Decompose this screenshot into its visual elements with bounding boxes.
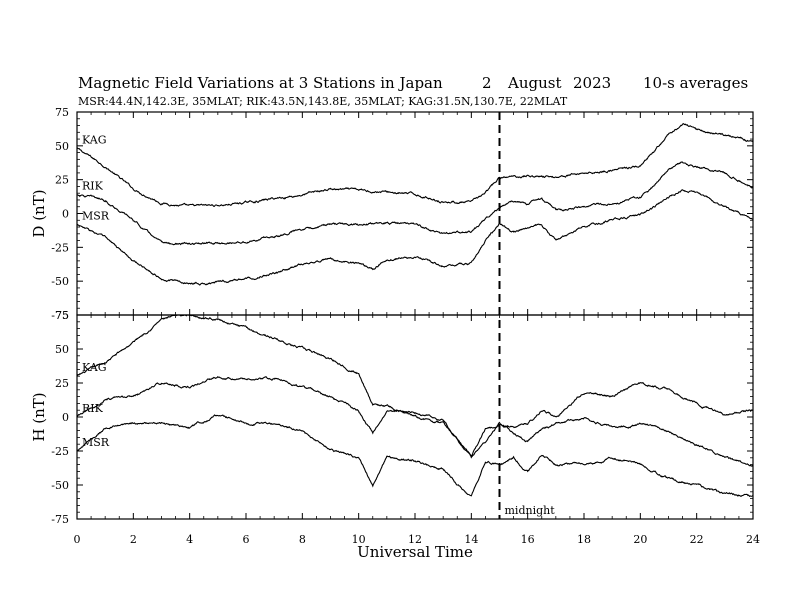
panel-frame-1 [76,314,754,520]
series-line-kag-h [76,314,753,458]
station-coordinates: MSR:44.4N,142.3E, 35MLAT; RIK:43.5N,143.… [78,95,568,108]
x-tick-label-12: 24 [746,533,760,546]
x-tick-label-7: 14 [464,533,478,546]
x-axis-label: Universal Time [357,543,473,561]
averaging-label: 10-s averages [643,74,748,92]
x-tick-label-10: 20 [633,533,647,546]
x-tick-label-9: 18 [577,533,591,546]
series-label-kag: KAG [82,134,107,147]
y-tick-label-1-1: 50 [55,343,69,356]
series-label-rik: RIK [82,180,104,193]
date-month: August [507,74,561,92]
y-axis-label-1: H (nT) [30,392,48,441]
y-tick-label-1-3: 0 [62,411,69,424]
x-tick-label-0: 0 [74,533,81,546]
y-tick-label-1-6: -75 [51,513,69,526]
y-tick-label-0-0: 75 [55,106,69,119]
y-tick-label-0-1: 50 [55,140,69,153]
series-label-msr: MSR [82,209,110,222]
series-line-rik-h [76,376,754,467]
y-tick-label-0-5: -50 [51,275,69,288]
y-tick-label-1-2: 25 [55,377,69,390]
series-label-kag: KAG [82,361,107,374]
x-tick-label-5: 10 [352,533,366,546]
x-tick-label-4: 8 [299,533,306,546]
y-tick-label-1-0: 75 [55,309,69,322]
x-tick-label-8: 16 [521,533,535,546]
y-axis-label-0: D (nT) [30,189,48,237]
midnight-label: midnight [505,504,556,517]
date-day: 2 [482,74,492,92]
x-tick-label-1: 2 [130,533,137,546]
panel-frame-0 [76,111,754,316]
chart-title: Magnetic Field Variations at 3 Stations … [78,74,443,92]
series-line-msr-d [76,189,754,286]
y-tick-label-0-6: -75 [51,309,69,322]
series-label-msr: MSR [82,436,110,449]
plot-area: 75 50 25 0 -25 -50 -75 D (nT) KAG RIK MSR 75 50 25 0 -2… [30,106,760,546]
x-tick-label-11: 22 [690,533,704,546]
series-line-rik-d [76,161,754,246]
y-tick-label-0-3: 0 [62,208,69,221]
x-tick-label-3: 6 [243,533,250,546]
y-tick-label-0-4: -25 [51,241,69,254]
series-line-kag-d [76,123,754,207]
series-line-msr-h [77,414,754,498]
x-tick-label-2: 4 [186,533,193,546]
y-tick-label-0-2: 25 [55,174,69,187]
y-tick-label-1-5: -50 [51,479,69,492]
date-year: 2023 [573,74,611,92]
series-label-rik: RIK [82,402,104,415]
x-tick-label-6: 12 [408,533,422,546]
y-tick-label-1-4: -25 [51,445,69,458]
